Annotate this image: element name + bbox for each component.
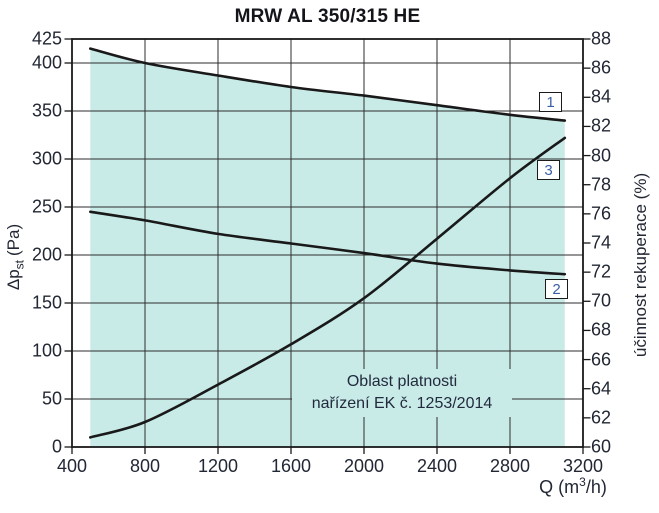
y-left-tick-label: 425	[31, 28, 62, 49]
x-axis-label: Q (m3/h)	[512, 475, 634, 498]
x-tick-label: 2800	[489, 456, 531, 476]
y-right-tick-label: 78	[591, 174, 612, 195]
x-tick-label: 400	[56, 456, 88, 476]
validity-region-annotation: Oblast platnosti nařízení EK č. 1253/201…	[292, 369, 512, 417]
y-left-tick-label: 200	[31, 244, 62, 265]
x-axis-label-sup: 3	[579, 475, 586, 489]
x-axis-label-prefix: Q (m	[539, 477, 580, 497]
y-left-tick-label: 350	[31, 100, 62, 121]
y-left-tick-label: 400	[31, 52, 62, 73]
validity-annotation-line1: Oblast platnosti	[346, 373, 458, 390]
y-right-tick-label: 76	[591, 203, 612, 224]
y-right-tick-label: 64	[591, 378, 612, 399]
y-left-tick-label: 300	[31, 148, 62, 169]
y-right-tick-label: 86	[591, 57, 612, 78]
y-right-tick-label: 84	[591, 86, 612, 107]
y-right-tick-label: 72	[591, 261, 612, 282]
chart-title: MRW AL 350/315 HE	[234, 6, 421, 27]
y-left-tick-label: 100	[31, 340, 62, 361]
validity-annotation-line2: nařízení EK č. 1253/2014	[311, 395, 493, 412]
x-axis-label-suffix: /h)	[585, 477, 607, 497]
curve-label-2: 2	[545, 279, 568, 299]
y-left-axis-symbol: Δp	[4, 269, 23, 291]
y-right-tick-label: 80	[591, 145, 612, 166]
curve-1	[89, 47, 567, 122]
y-right-axis-label: účinnost rekuperace (%)	[631, 172, 650, 358]
y-left-tick-label: 250	[31, 196, 62, 217]
y-right-tick-label: 66	[591, 349, 612, 370]
y-right-tick-label: 88	[591, 28, 612, 49]
curve-label-2-text: 2	[552, 280, 561, 298]
x-tick-label: 2000	[343, 456, 385, 476]
x-tick-label: 3200	[562, 456, 604, 476]
x-tick-label: 2400	[416, 456, 458, 476]
y-right-tick-label: 82	[591, 115, 612, 136]
curve-label-1: 1	[539, 92, 562, 112]
x-tick-label: 1600	[270, 456, 312, 476]
curve-label-3: 3	[537, 160, 560, 180]
curve-3	[89, 136, 567, 439]
y-right-tick-label: 68	[591, 319, 612, 340]
y-right-tick-label: 70	[591, 290, 612, 311]
y-right-tick-label: 74	[591, 232, 612, 253]
x-tick-label: 800	[129, 456, 161, 476]
x-tick-label: 1200	[197, 456, 239, 476]
curve-label-3-text: 3	[544, 161, 553, 179]
y-right-tick-label: 62	[591, 407, 612, 428]
y-left-tick-label: 150	[31, 292, 62, 313]
y-right-tick-label: 60	[591, 436, 612, 457]
curve-2	[89, 210, 567, 276]
y-left-tick-label: 50	[41, 388, 62, 409]
curve-label-1-text: 1	[546, 93, 555, 111]
y-left-tick-label: 0	[51, 436, 62, 457]
